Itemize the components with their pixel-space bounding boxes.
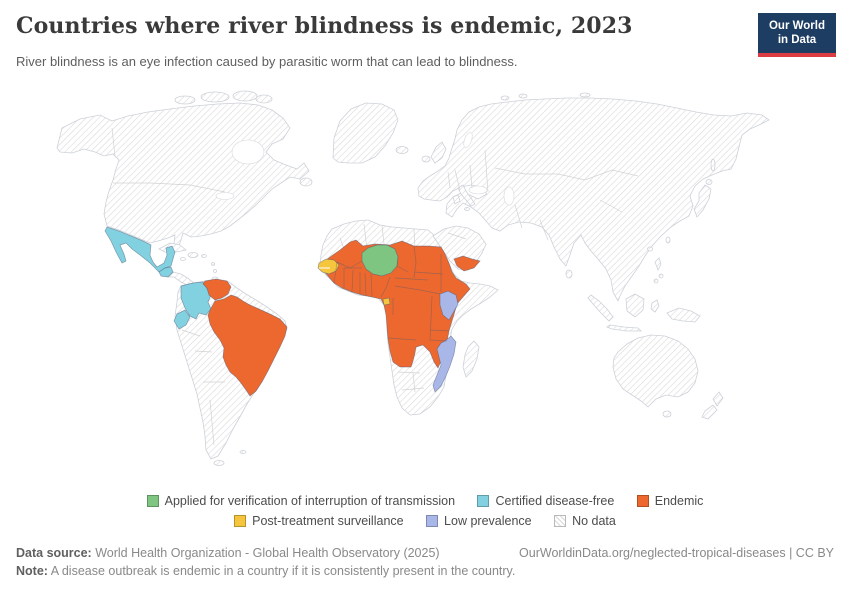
map-region-japan [693, 184, 712, 218]
map-region-new-guinea [666, 307, 701, 323]
data-source: Data source: World Health Organization -… [16, 546, 440, 560]
map-region-sumatra [587, 294, 614, 322]
owid-logo-line2: in Data [777, 34, 817, 47]
map-region-equatorial-guinea[interactable] [382, 297, 391, 306]
map-region-kenya[interactable] [439, 290, 459, 321]
legend-label: No data [572, 514, 616, 528]
map-region-guatemala[interactable] [158, 266, 174, 278]
map-region-mozambique[interactable] [432, 335, 457, 393]
chart-subtitle: River blindness is an eye infection caus… [16, 54, 518, 69]
no-data-borders [111, 127, 639, 446]
legend-label: Applied for verification of interruption… [164, 494, 456, 508]
legend-label: Certified disease-free [495, 494, 615, 508]
hudson-bay [231, 139, 265, 165]
note-label: Note: [16, 564, 48, 578]
legend-item-applied-verification[interactable]: Applied for verification of interruption… [146, 491, 456, 511]
map-region-hispaniola [187, 252, 199, 258]
chart-note: Note: A disease outbreak is endemic in a… [16, 564, 834, 578]
note-text: A disease outbreak is endemic in a count… [47, 564, 516, 578]
legend-item-certified-disease-free[interactable]: Certified disease-free [477, 491, 614, 511]
map-legend: Applied for verification of interruption… [0, 491, 850, 531]
map-region-sri-lanka [565, 269, 573, 279]
map-region-madagascar [462, 340, 480, 378]
map-region-mexico[interactable] [104, 226, 176, 273]
owid-logo-line1: Our World [768, 20, 825, 32]
map-region-australia [612, 334, 699, 408]
legend-item-low-prevalence[interactable]: Low prevalence [426, 511, 532, 531]
map-region-ecuador[interactable] [173, 309, 191, 330]
map-region-greenland [332, 102, 399, 164]
chart-footer: Data source: World Health Organization -… [16, 546, 834, 578]
baltic-sea [463, 132, 473, 148]
map-region-tasmania [662, 410, 672, 418]
map-region-borneo [625, 293, 645, 318]
data-source-text: World Health Organization - Global Healt… [91, 546, 440, 560]
legend-item-no-data[interactable]: No data [554, 511, 616, 531]
legend-swatch-applied-verification [146, 495, 159, 507]
legend-item-post-treatment[interactable]: Post-treatment surveillance [234, 511, 404, 531]
map-region-niger[interactable] [361, 244, 399, 277]
owid-link[interactable]: OurWorldinData.org/neglected-tropical-di… [519, 546, 834, 560]
map-region-eurasia [417, 97, 770, 302]
map-region-uk [430, 141, 447, 164]
map-region-arctic-islands [200, 91, 230, 103]
owid-logo[interactable]: Our World in Data [758, 13, 836, 57]
data-source-label: Data source: [16, 546, 92, 560]
map-region-new-zealand [712, 391, 724, 407]
map-region-java [606, 324, 642, 332]
map-region-philippines [654, 257, 662, 271]
page-title: Countries where river blindness is endem… [16, 13, 633, 39]
legend-label: Endemic [654, 494, 704, 508]
map-region-yemen[interactable] [453, 255, 481, 272]
map-region-ireland [421, 155, 431, 163]
water-bodies [215, 132, 515, 311]
caspian-sea [503, 186, 515, 206]
map-region-italy [457, 184, 476, 207]
legend-row-2: Post-treatment surveillance Low prevalen… [0, 511, 850, 531]
legend-swatch-low-prevalence [426, 515, 439, 527]
great-lakes [215, 192, 235, 200]
legend-swatch-endemic [636, 495, 649, 507]
endemic-belt-borders [333, 245, 450, 342]
map-region-north-america [56, 102, 310, 249]
legend-swatch-post-treatment [234, 515, 247, 527]
black-sea [468, 185, 488, 195]
map-region-venezuela[interactable] [202, 278, 232, 301]
legend-label: Low prevalence [444, 514, 532, 528]
data-regions [104, 226, 481, 397]
map-region-iceland [395, 146, 409, 154]
legend-row-1: Applied for verification of interruption… [0, 491, 850, 511]
legend-label: Post-treatment surveillance [252, 514, 404, 528]
legend-swatch-no-data [554, 515, 567, 527]
legend-swatch-certified-disease-free [477, 495, 490, 507]
map-region-senegal[interactable] [317, 258, 340, 275]
map-region-brazil[interactable] [207, 294, 288, 397]
legend-item-endemic[interactable]: Endemic [636, 491, 704, 511]
